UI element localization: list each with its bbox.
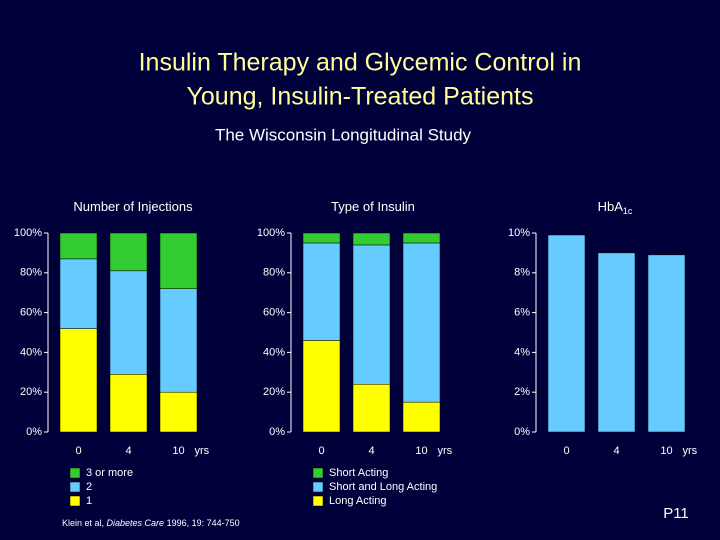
legend-label: Short Acting xyxy=(329,467,388,479)
y-tick-label: 20% xyxy=(263,386,285,398)
x-tick-label: 0 xyxy=(563,445,569,457)
y-tick-label: 4% xyxy=(514,346,530,358)
legend-swatch xyxy=(312,481,324,493)
bar-segment xyxy=(352,232,391,246)
footnote: Klein et al, Diabetes Care 1996, 19: 744… xyxy=(62,518,240,528)
y-tick-label: 60% xyxy=(263,307,285,319)
y-tick-label: 80% xyxy=(20,267,42,279)
legend-label: 2 xyxy=(86,481,92,493)
legend-label: Short and Long Acting xyxy=(329,481,437,493)
chart-title: Number of Injections xyxy=(73,199,193,214)
y-tick-label: 0% xyxy=(269,426,285,438)
y-tick-label: 100% xyxy=(257,227,285,239)
y-tick-label: 100% xyxy=(14,227,42,239)
page-label: P11 xyxy=(663,505,689,522)
x-tick-label: 10 xyxy=(172,445,184,457)
y-tick-label: 40% xyxy=(20,346,42,358)
x-tick-label: 10 xyxy=(415,445,427,457)
x-tick-label: 0 xyxy=(75,445,81,457)
y-tick-label: 10% xyxy=(508,227,530,239)
x-tick-label: 4 xyxy=(368,445,374,457)
bar-segment xyxy=(109,270,148,375)
y-tick-label: 20% xyxy=(20,386,42,398)
bar-segment xyxy=(302,340,341,433)
x-axis-label: yrs xyxy=(195,445,210,457)
bar-segment xyxy=(159,288,198,393)
bar-segment xyxy=(302,242,341,341)
bar xyxy=(547,234,586,433)
bar-segment xyxy=(402,401,441,433)
legend-label: 1 xyxy=(86,495,92,507)
y-tick-label: 0% xyxy=(514,426,530,438)
subtitle: The Wisconsin Longitudinal Study xyxy=(215,125,472,144)
chart-title: Type of Insulin xyxy=(331,199,415,214)
chart-title-text: HbA xyxy=(598,199,624,214)
y-tick-label: 6% xyxy=(514,307,530,319)
x-axis-label: yrs xyxy=(683,445,698,457)
y-tick-label: 80% xyxy=(263,267,285,279)
bar-segment xyxy=(59,328,98,433)
legend-label: 3 or more xyxy=(86,467,133,479)
bar-segment xyxy=(352,244,391,385)
x-tick-label: 4 xyxy=(613,445,619,457)
y-tick-label: 2% xyxy=(514,386,530,398)
bar-segment xyxy=(159,391,198,433)
legend-swatch xyxy=(69,467,81,479)
x-tick-label: 4 xyxy=(125,445,131,457)
bar-segment xyxy=(352,383,391,433)
legend-label: Long Acting xyxy=(329,495,387,507)
y-tick-label: 40% xyxy=(263,346,285,358)
chart-title: HbA1c xyxy=(598,199,633,216)
x-tick-label: 0 xyxy=(318,445,324,457)
bar-segment xyxy=(159,232,198,289)
footnote-part: Diabetes Care xyxy=(107,518,165,528)
bar-segment xyxy=(402,242,441,403)
x-axis-label: yrs xyxy=(438,445,453,457)
legend-swatch xyxy=(312,467,324,479)
legend-swatch xyxy=(69,481,81,493)
footnote-part: Klein et al, xyxy=(62,518,107,528)
chart-title-text: Type of Insulin xyxy=(331,199,415,214)
bar-segment xyxy=(109,232,148,272)
bar xyxy=(647,254,686,433)
x-tick-label: 10 xyxy=(660,445,672,457)
footnote-part: 1996, 19: 744-750 xyxy=(164,518,240,528)
bar-segment xyxy=(59,258,98,329)
title-line: Insulin Therapy and Glycemic Control in xyxy=(139,49,582,77)
bar-segment xyxy=(302,232,341,244)
legend-swatch xyxy=(312,495,324,507)
bar-segment xyxy=(109,374,148,433)
chart-title-text: Number of Injections xyxy=(73,199,193,214)
bar-segment xyxy=(59,232,98,260)
title-line: Young, Insulin-Treated Patients xyxy=(187,83,534,111)
legend-swatch xyxy=(69,495,81,507)
y-tick-label: 8% xyxy=(514,267,530,279)
bar-segment xyxy=(402,232,441,244)
chart-title-sub: 1c xyxy=(623,206,633,216)
bar xyxy=(597,252,636,433)
y-tick-label: 60% xyxy=(20,307,42,319)
y-tick-label: 0% xyxy=(26,426,42,438)
